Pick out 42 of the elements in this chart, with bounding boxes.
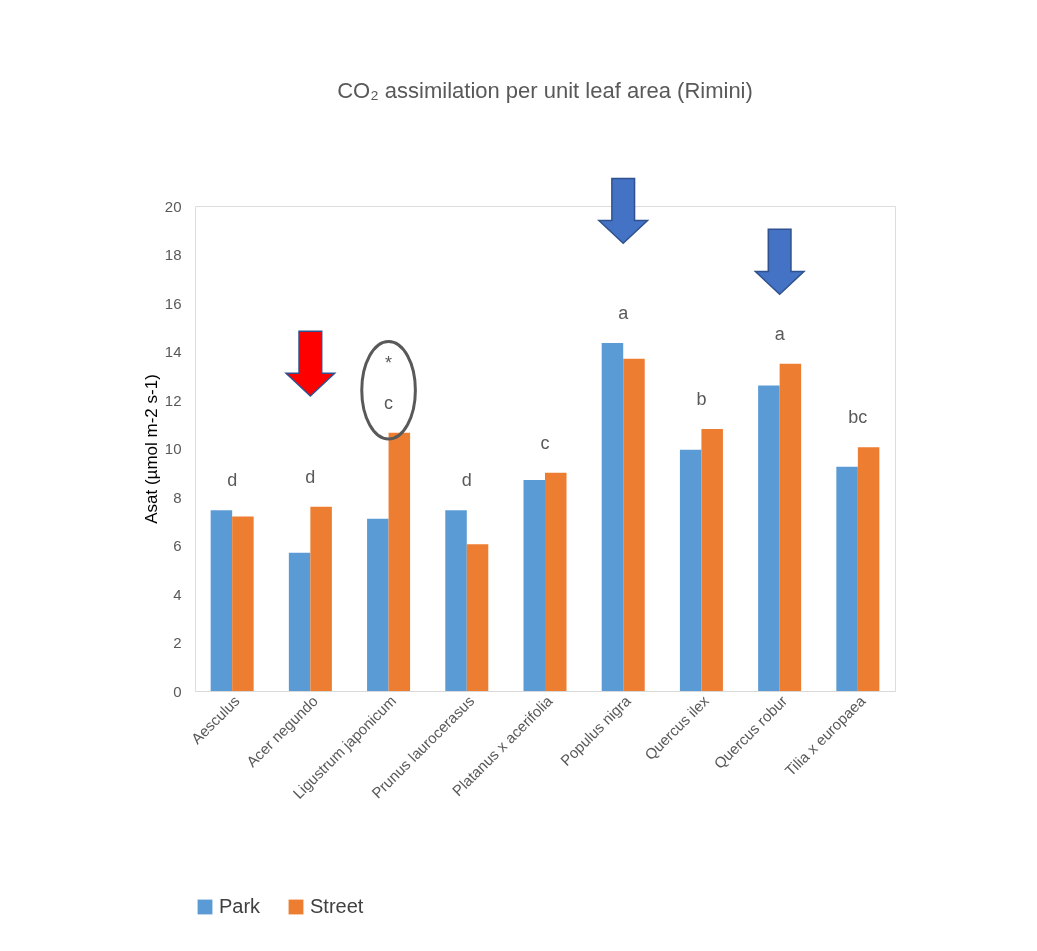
annotation: d: [227, 470, 238, 491]
y-tick-label: 6: [173, 537, 182, 554]
y-tick-label: 8: [173, 488, 182, 506]
annotation: bc: [848, 407, 868, 428]
bar: [623, 358, 645, 691]
y-tick-label: 18: [164, 246, 182, 263]
bar: [388, 432, 411, 691]
text: * c: [384, 352, 394, 413]
y-tick-label: 4: [173, 585, 182, 603]
annotation: d: [461, 470, 472, 491]
bar: [857, 447, 880, 691]
y-tick-label: 12: [164, 391, 182, 409]
annotation: c: [540, 432, 550, 453]
bar: [288, 552, 311, 691]
bar: [758, 385, 780, 691]
bar: [445, 510, 467, 691]
bar: [210, 510, 233, 691]
bar: [466, 544, 489, 691]
bar: [232, 516, 254, 691]
bar: [601, 343, 624, 691]
y-tick-label: 14: [164, 343, 182, 360]
bar: [679, 449, 702, 691]
bar: [545, 472, 567, 691]
chart-title: CO₂ assimilation per unit leaf area (Rimini): [337, 78, 753, 104]
y-tick-label: 2: [173, 634, 182, 651]
legend-label: Park: [219, 895, 262, 917]
y-tick-label: 10: [164, 440, 182, 457]
y-tick-label: 0: [173, 682, 182, 700]
annotation: a: [774, 323, 786, 344]
bar: [310, 506, 332, 691]
y-tick-label: 20: [164, 197, 182, 215]
y-tick-label: 16: [164, 294, 182, 312]
bar: [779, 363, 802, 691]
y-axis-title: Asat (µmol m-2 s-1): [141, 374, 161, 524]
annotation: a: [618, 303, 630, 324]
bar: [523, 480, 545, 691]
bar: [701, 429, 723, 691]
annotation: d: [305, 466, 316, 487]
bar: [836, 466, 858, 691]
annotation: b: [696, 389, 707, 410]
bar: [367, 518, 389, 691]
legend-label: Street: [310, 895, 364, 917]
